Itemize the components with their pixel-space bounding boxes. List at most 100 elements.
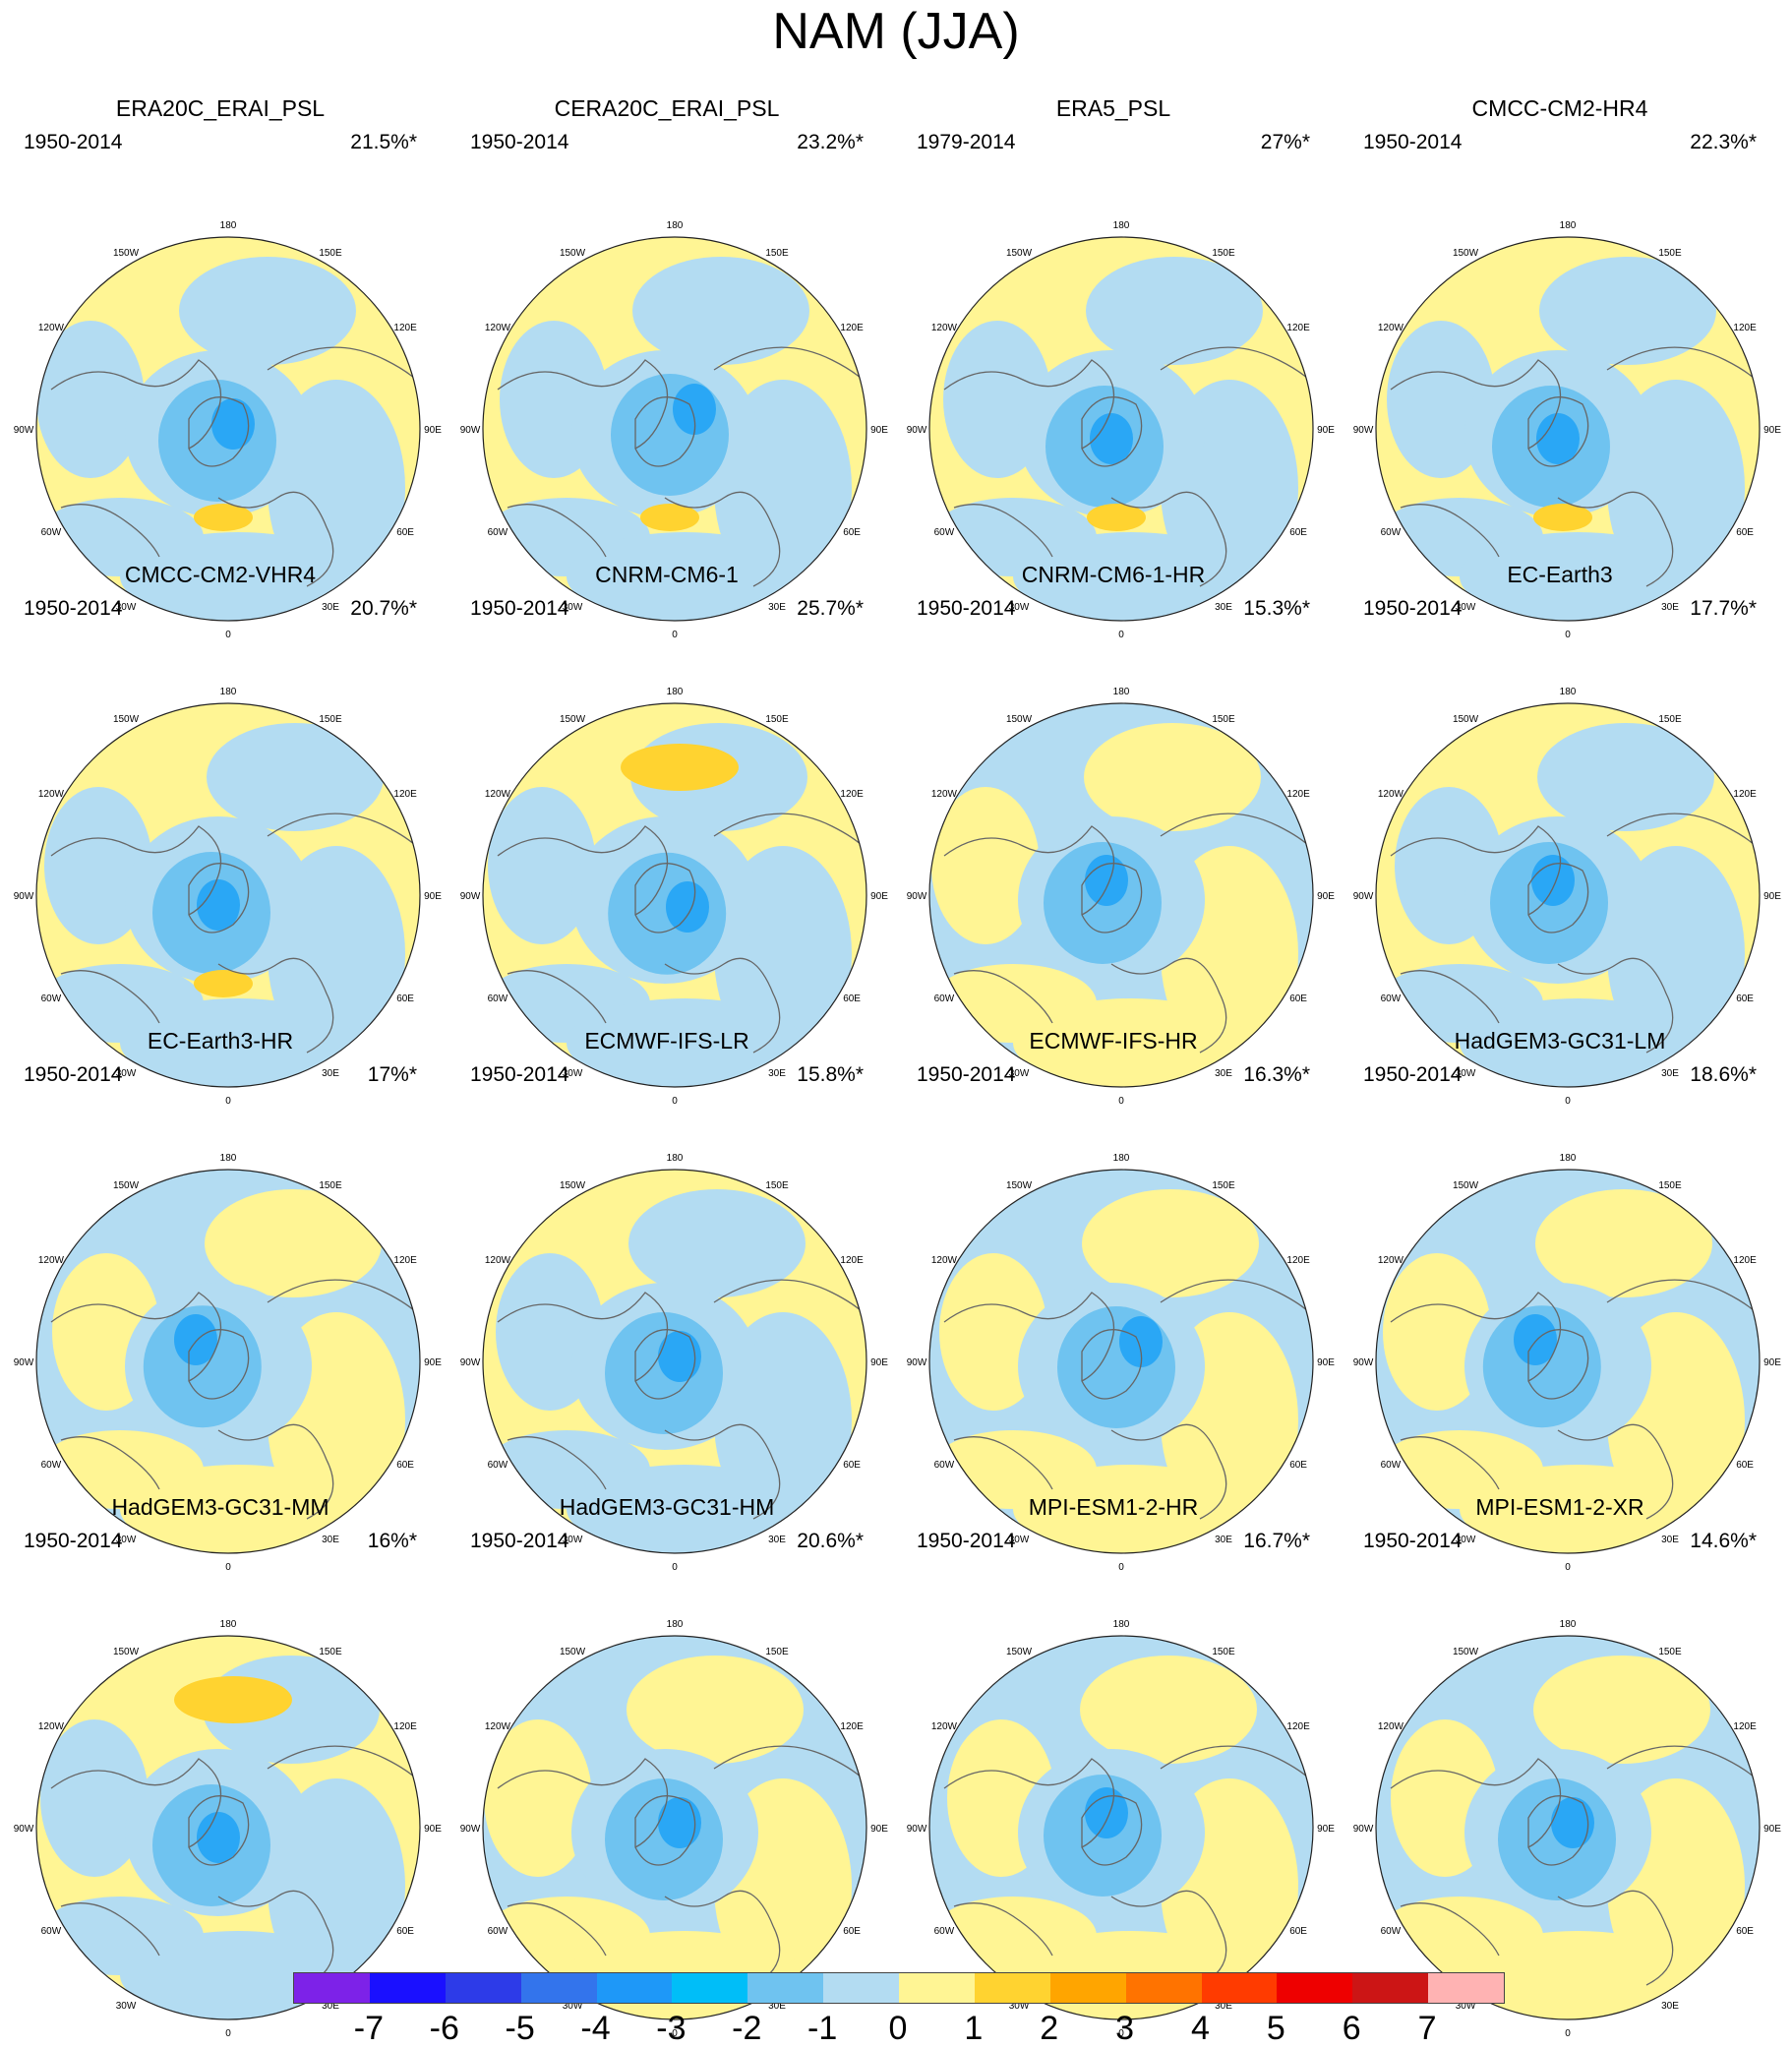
longitude-label: 120E — [1286, 1255, 1310, 1266]
longitude-label: 150E — [1658, 714, 1682, 725]
longitude-label: 60W — [488, 527, 508, 538]
longitude-label: 30W — [563, 1068, 583, 1079]
colorbar-swatch — [1049, 1973, 1126, 2003]
longitude-label: 180 — [220, 220, 237, 231]
longitude-label: 30E — [1661, 602, 1679, 613]
longitude-label: 60E — [843, 994, 861, 1004]
longitude-label: 30W — [1009, 1535, 1030, 1545]
longitude-label: 120W — [1378, 789, 1404, 800]
period-label: 1950-2014 — [24, 1063, 123, 1086]
explained-variance-label: 16%* — [367, 1530, 417, 1552]
longitude-label: 30E — [1215, 2001, 1232, 2012]
panel-title: HadGEM3-GC31-LM — [1454, 1028, 1666, 1054]
explained-variance-label: 17.7%* — [1690, 597, 1757, 620]
longitude-label: 30W — [1456, 1535, 1476, 1545]
longitude-label: 0 — [672, 630, 678, 640]
explained-variance-label: 15.3%* — [1243, 597, 1310, 620]
map-panel: 180 150E 120E 90E 60E 30E 0 30W 60W 90W 120W 150W CM… — [1353, 94, 1782, 640]
longitude-label: 30W — [116, 602, 137, 613]
explained-variance-label: 16.7%* — [1243, 1530, 1310, 1552]
panel-title: ERA20C_ERAI_PSL — [115, 95, 326, 121]
polar-map: 180 150E 120E 90E 60E 30E 0 30W 60W 90W 120W 150W — [460, 1153, 889, 1573]
longitude-label: 150W — [560, 248, 586, 259]
map-panel: 180 150E 120E 90E 60E 30E 0 30W 60W 90W 120W 150W ER… — [14, 94, 443, 640]
polar-map: 180 150E 120E 90E 60E 30E 0 30W 60W 90W 120W 150W — [1353, 220, 1782, 640]
longitude-label: 120W — [931, 789, 958, 800]
longitude-label: 120W — [1378, 1721, 1404, 1732]
longitude-label: 180 — [1560, 1153, 1577, 1164]
colorbar-tick-label: -4 — [580, 2010, 611, 2047]
longitude-label: 120W — [1378, 1255, 1404, 1266]
longitude-label: 90W — [1353, 425, 1374, 436]
longitude-label: 60W — [488, 1926, 508, 1937]
longitude-label: 60E — [1736, 527, 1754, 538]
longitude-label: 30E — [1661, 1535, 1679, 1545]
period-label: 1950-2014 — [917, 597, 1016, 620]
map-panel: 180 150E 120E 90E 60E 30E 0 30W 60W 90W 120W 150W MP… — [907, 1493, 1336, 2039]
longitude-label: 0 — [225, 1096, 231, 1107]
longitude-label: 90W — [14, 1824, 34, 1835]
explained-variance-label: 20.7%* — [350, 597, 417, 620]
longitude-label: 120W — [38, 323, 65, 333]
panel-title: CMCC-CM2-HR4 — [1471, 95, 1648, 121]
longitude-label: 30E — [322, 602, 339, 613]
longitude-label: 30W — [563, 1535, 583, 1545]
longitude-label: 30E — [1215, 602, 1232, 613]
longitude-label: 30E — [1661, 2001, 1679, 2012]
longitude-label: 150W — [1453, 1180, 1479, 1191]
panel-title: HadGEM3-GC31-HM — [559, 1494, 775, 1520]
longitude-label: 90E — [1763, 891, 1781, 902]
colorbar-swatch — [1277, 1973, 1353, 2003]
longitude-label: 120E — [840, 789, 864, 800]
panel-title: ERA5_PSL — [1055, 95, 1171, 121]
longitude-label: 30W — [1456, 602, 1476, 613]
map-panel: 180 150E 120E 90E 60E 30E 0 30W 60W 90W 120W 150W Ha… — [14, 1493, 443, 2039]
polar-map: 180 150E 120E 90E 60E 30E 0 30W 60W 90W 120W 150W — [460, 1619, 889, 2039]
longitude-label: 90W — [907, 425, 927, 436]
map-panel: 180 150E 120E 90E 60E 30E 0 30W 60W 90W 120W 150W EC… — [14, 1027, 443, 1573]
longitude-label: 0 — [225, 630, 231, 640]
longitude-label: 60E — [1736, 994, 1754, 1004]
longitude-label: 120E — [1733, 1721, 1757, 1732]
longitude-label: 0 — [672, 2028, 678, 2039]
map-panel: 180 150E 120E 90E 60E 30E 0 30W 60W 90W 120W 150W CE… — [460, 94, 889, 640]
longitude-label: 90W — [460, 1357, 481, 1368]
longitude-label: 180 — [220, 687, 237, 697]
explained-variance-label: 22.3%* — [1690, 131, 1757, 153]
longitude-label: 150E — [1658, 1647, 1682, 1657]
panel-title: CERA20C_ERAI_PSL — [554, 95, 780, 121]
polar-map: 180 150E 120E 90E 60E 30E 0 30W 60W 90W 120W 150W — [907, 687, 1336, 1107]
longitude-label: 180 — [1113, 220, 1130, 231]
panel-title: EC-Earth3-HR — [147, 1028, 294, 1054]
map-panel: 180 150E 120E 90E 60E 30E 0 30W 60W 90W 120W 150W MP… — [1353, 1493, 1782, 2039]
longitude-label: 180 — [220, 1153, 237, 1164]
longitude-label: 150E — [1212, 1647, 1235, 1657]
colorbar-swatch — [520, 1973, 597, 2003]
longitude-label: 150E — [319, 1180, 342, 1191]
longitude-label: 120E — [840, 1255, 864, 1266]
period-label: 1950-2014 — [470, 131, 569, 153]
polar-map: 180 150E 120E 90E 60E 30E 0 30W 60W 90W 120W 150W — [460, 687, 889, 1107]
polar-map: 180 150E 120E 90E 60E 30E 0 30W 60W 90W 120W 150W — [14, 1619, 443, 2039]
longitude-label: 150E — [765, 1180, 789, 1191]
longitude-label: 150W — [113, 714, 140, 725]
longitude-label: 60W — [934, 527, 955, 538]
explained-variance-label: 15.8%* — [797, 1063, 864, 1086]
longitude-label: 180 — [667, 220, 684, 231]
period-label: 1950-2014 — [1363, 1063, 1463, 1086]
longitude-label: 90E — [870, 1824, 888, 1835]
longitude-label: 60W — [488, 1460, 508, 1471]
longitude-label: 150W — [113, 248, 140, 259]
longitude-label: 120E — [1733, 323, 1757, 333]
longitude-label: 30E — [1661, 1068, 1679, 1079]
longitude-label: 120W — [485, 1721, 511, 1732]
explained-variance-label: 20.6%* — [797, 1530, 864, 1552]
panel-title: EC-Earth3 — [1507, 562, 1613, 587]
map-panel: 180 150E 120E 90E 60E 30E 0 30W 60W 90W 120W 150W EC… — [1353, 561, 1782, 1107]
polar-map: 180 150E 120E 90E 60E 30E 0 30W 60W 90W 120W 150W — [1353, 687, 1782, 1107]
period-label: 1950-2014 — [1363, 1530, 1463, 1552]
longitude-label: 0 — [1118, 2028, 1124, 2039]
longitude-label: 90E — [870, 425, 888, 436]
longitude-label: 90E — [1763, 1357, 1781, 1368]
colorbar-tick-label: 5 — [1266, 2010, 1285, 2047]
